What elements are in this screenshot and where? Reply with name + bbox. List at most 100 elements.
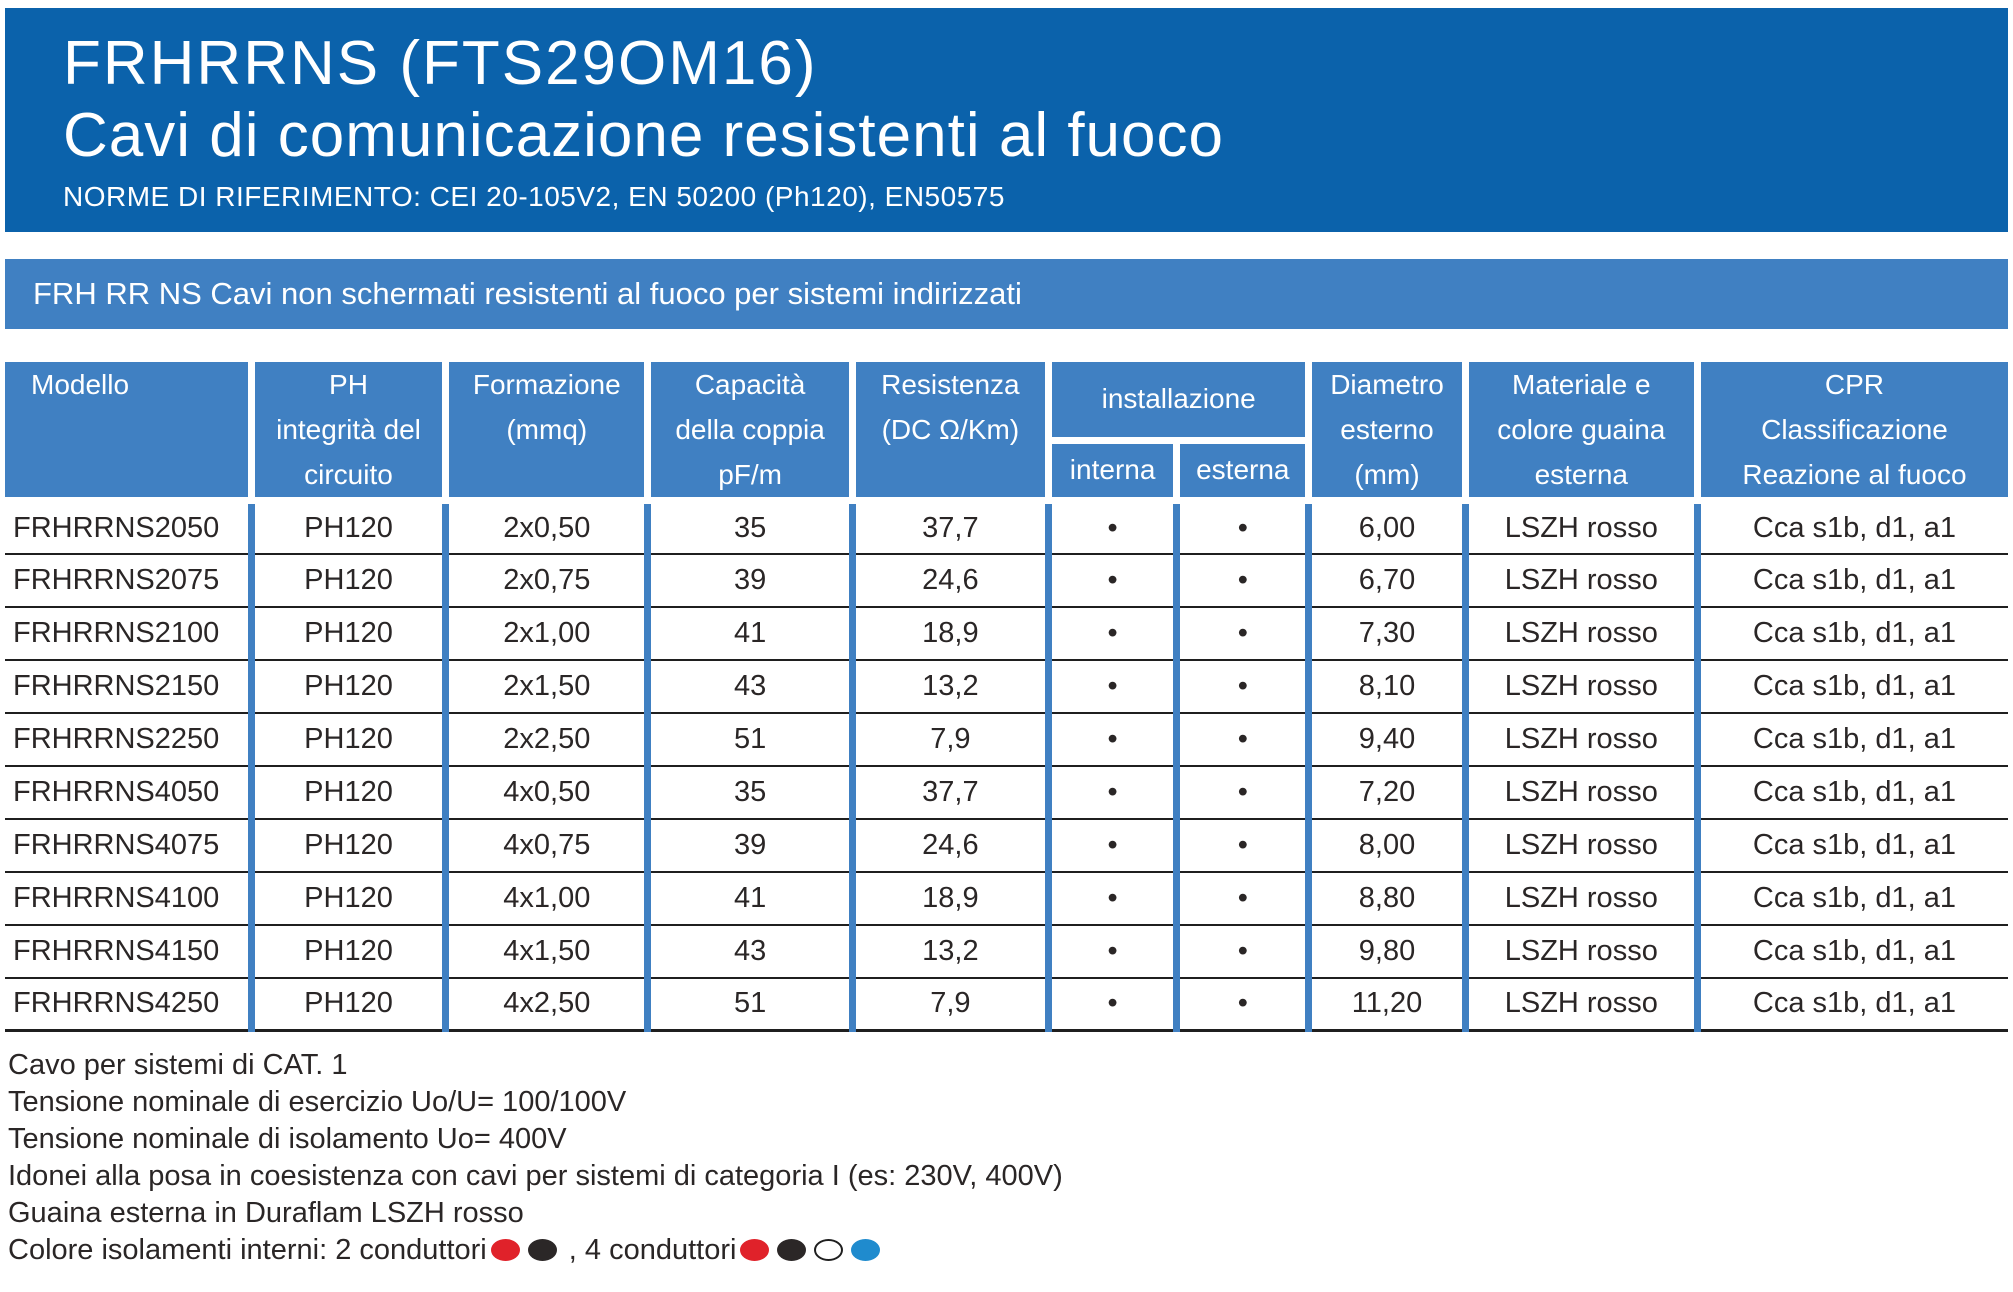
note-line: Cavo per sistemi di CAT. 1 [8, 1049, 348, 1081]
cell-capacita: 43 [644, 659, 853, 714]
red-conductor-dot [740, 1239, 770, 1261]
cell-resistenza: 18,9 [848, 871, 1049, 926]
col-header-capacita: Capacità della coppia pF/m [644, 355, 856, 504]
cell-model: FRHRRNS4100 [5, 871, 252, 926]
reference-norms: NORME DI RIFERIMENTO: CEI 20-105V2, EN 5… [63, 181, 1005, 212]
cell-esterna-bullet: • [1173, 606, 1309, 661]
col-header-esterna: esterna [1173, 437, 1313, 504]
cell-capacita: 41 [644, 871, 853, 926]
cell-ph: PH120 [247, 712, 446, 767]
cell-esterna-bullet: • [1173, 924, 1309, 979]
black-conductor-dot [777, 1239, 807, 1261]
table-row: FRHRRNS4250 PH120 4x2,50 51 7,9 • • 11,2… [5, 977, 2008, 1032]
cell-model: FRHRRNS4075 [5, 818, 252, 873]
cell-formazione: 4x1,50 [442, 924, 648, 979]
cell-cpr: Cca s1b, d1, a1 [1693, 818, 2008, 873]
cell-interna-bullet: • [1045, 553, 1177, 608]
cell-esterna-bullet: • [1173, 500, 1309, 555]
page-title: FRHRRNS (FTS29OM16) [63, 29, 818, 98]
cell-capacita: 43 [644, 924, 853, 979]
cell-model: FRHRRNS2100 [5, 606, 252, 661]
cell-capacita: 35 [644, 500, 853, 555]
cell-formazione: 2x1,50 [442, 659, 648, 714]
cell-materiale: LSZH rosso [1461, 818, 1698, 873]
cell-resistenza: 7,9 [848, 712, 1049, 767]
cell-interna-bullet: • [1045, 712, 1177, 767]
cell-model: FRHRRNS2075 [5, 553, 252, 608]
table-row: FRHRRNS4150 PH120 4x1,50 43 13,2 • • 9,8… [5, 924, 2008, 979]
cell-formazione: 4x0,50 [442, 765, 648, 820]
cell-capacita: 39 [644, 818, 853, 873]
col-header-materiale: Materiale e colore guaina esterna [1461, 355, 1701, 504]
cell-materiale: LSZH rosso [1461, 553, 1698, 608]
cell-model: FRHRRNS4050 [5, 765, 252, 820]
cell-materiale: LSZH rosso [1461, 977, 1698, 1032]
cell-diametro: 8,10 [1305, 659, 1466, 714]
cell-model: FRHRRNS4150 [5, 924, 252, 979]
white-conductor-dot [814, 1239, 844, 1261]
cell-esterna-bullet: • [1173, 765, 1309, 820]
blue-conductor-dot [851, 1239, 881, 1261]
cell-cpr: Cca s1b, d1, a1 [1693, 500, 2008, 555]
note-line: Tensione nominale di isolamento Uo= 400V [8, 1123, 567, 1155]
table-row: FRHRRNS2050 PH120 2x0,50 35 37,7 • • 6,0… [5, 500, 2008, 555]
col-header-diametro: Diametro esterno (mm) [1305, 355, 1469, 504]
table-row: FRHRRNS4050 PH120 4x0,50 35 37,7 • • 7,2… [5, 765, 2008, 820]
black-conductor-dot [527, 1239, 557, 1261]
cell-resistenza: 18,9 [848, 606, 1049, 661]
cell-materiale: LSZH rosso [1461, 659, 1698, 714]
cell-interna-bullet: • [1045, 500, 1177, 555]
cell-cpr: Cca s1b, d1, a1 [1693, 712, 2008, 767]
cell-capacita: 51 [644, 977, 853, 1032]
cell-diametro: 11,20 [1305, 977, 1466, 1032]
footer-notes: Cavo per sistemi di CAT. 1 Tensione nomi… [8, 1047, 2013, 1269]
cell-interna-bullet: • [1045, 606, 1177, 661]
cell-cpr: Cca s1b, d1, a1 [1693, 659, 2008, 714]
cell-ph: PH120 [247, 765, 446, 820]
cell-interna-bullet: • [1045, 818, 1177, 873]
cell-diametro: 6,70 [1305, 553, 1466, 608]
cell-esterna-bullet: • [1173, 659, 1309, 714]
table-row: FRHRRNS2150 PH120 2x1,50 43 13,2 • • 8,1… [5, 659, 2008, 714]
cell-model: FRHRRNS2250 [5, 712, 252, 767]
cell-ph: PH120 [247, 977, 446, 1032]
cell-diametro: 7,20 [1305, 765, 1466, 820]
cell-formazione: 4x1,00 [442, 871, 648, 926]
col-header-ph: PH integrità del circuito [247, 355, 450, 504]
cell-formazione: 2x0,75 [442, 553, 648, 608]
cell-materiale: LSZH rosso [1461, 500, 1698, 555]
cell-interna-bullet: • [1045, 659, 1177, 714]
cell-model: FRHRRNS2150 [5, 659, 252, 714]
legend-prefix: Colore isolamenti interni: 2 conduttori [8, 1234, 487, 1266]
cell-capacita: 41 [644, 606, 853, 661]
cell-resistenza: 24,6 [848, 553, 1049, 608]
cell-esterna-bullet: • [1173, 871, 1309, 926]
cell-materiale: LSZH rosso [1461, 924, 1698, 979]
cell-model: FRHRRNS2050 [5, 500, 252, 555]
cell-interna-bullet: • [1045, 871, 1177, 926]
conductor-color-legend: Colore isolamenti interni: 2 conduttori … [8, 1232, 2013, 1269]
cell-cpr: Cca s1b, d1, a1 [1693, 871, 2008, 926]
cell-esterna-bullet: • [1173, 977, 1309, 1032]
cell-resistenza: 13,2 [848, 659, 1049, 714]
cell-diametro: 6,00 [1305, 500, 1466, 555]
table-row: FRHRRNS2075 PH120 2x0,75 39 24,6 • • 6,7… [5, 553, 2008, 608]
cell-cpr: Cca s1b, d1, a1 [1693, 765, 2008, 820]
cell-cpr: Cca s1b, d1, a1 [1693, 977, 2008, 1032]
cell-formazione: 2x0,50 [442, 500, 648, 555]
col-header-resistenza: Resistenza (DC Ω/Km) [848, 355, 1053, 504]
cell-diametro: 8,80 [1305, 871, 1466, 926]
cell-esterna-bullet: • [1173, 818, 1309, 873]
note-line: Guaina esterna in Duraflam LSZH rosso [8, 1197, 524, 1229]
cell-materiale: LSZH rosso [1461, 712, 1698, 767]
family-band: FRH RR NS Cavi non schermati resistenti … [5, 259, 2008, 329]
cell-model: FRHRRNS4250 [5, 977, 252, 1032]
cell-ph: PH120 [247, 659, 446, 714]
cell-materiale: LSZH rosso [1461, 871, 1698, 926]
red-conductor-dot [490, 1239, 520, 1261]
cable-data-table: Modello PH integrità del circuito Formaz… [5, 354, 2008, 1032]
cell-diametro: 9,40 [1305, 712, 1466, 767]
cell-interna-bullet: • [1045, 924, 1177, 979]
cell-formazione: 2x2,50 [442, 712, 648, 767]
cell-materiale: LSZH rosso [1461, 606, 1698, 661]
